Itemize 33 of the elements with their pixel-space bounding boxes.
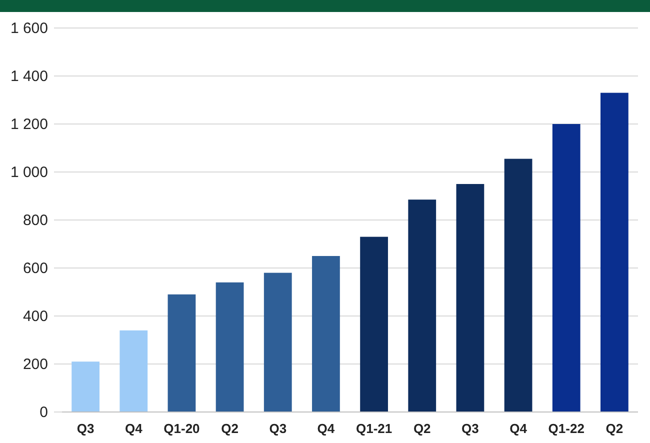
x-tick-label: Q3 (462, 421, 479, 436)
x-tick-label: Q4 (317, 421, 336, 436)
y-tick-label: 800 (22, 212, 48, 229)
bar (120, 330, 148, 412)
y-tick-label: 200 (22, 356, 48, 373)
bar (600, 92, 628, 412)
x-tick-label: Q2 (221, 421, 238, 436)
x-tick-label: Q1-21 (356, 421, 392, 436)
bar (504, 158, 532, 412)
y-tick-label: 1 400 (10, 68, 48, 85)
x-tick-label: Q2 (606, 421, 624, 436)
y-tick-label: 400 (22, 308, 48, 325)
x-tick-label: Q1-20 (164, 421, 200, 436)
bar (552, 124, 580, 412)
x-tick-label: Q4 (510, 421, 528, 436)
x-tick-label: Q2 (413, 421, 431, 436)
y-tick-label: 1 000 (10, 164, 48, 181)
bar (408, 200, 436, 412)
bar (264, 272, 292, 412)
bar (72, 362, 100, 412)
bar (168, 294, 196, 412)
x-tick-label: Q3 (76, 421, 94, 436)
bar (216, 282, 244, 412)
y-tick-label: 600 (22, 260, 48, 277)
y-tick-label: 1 200 (10, 116, 48, 133)
bar (456, 184, 484, 412)
y-tick-label: 1 600 (10, 20, 48, 37)
x-tick-label: Q3 (269, 421, 287, 436)
x-tick-label: Q4 (124, 421, 144, 436)
y-tick-label: 0 (40, 404, 48, 421)
bar (312, 256, 340, 412)
bar (360, 236, 388, 412)
x-tick-label: Q1-22 (548, 421, 584, 436)
